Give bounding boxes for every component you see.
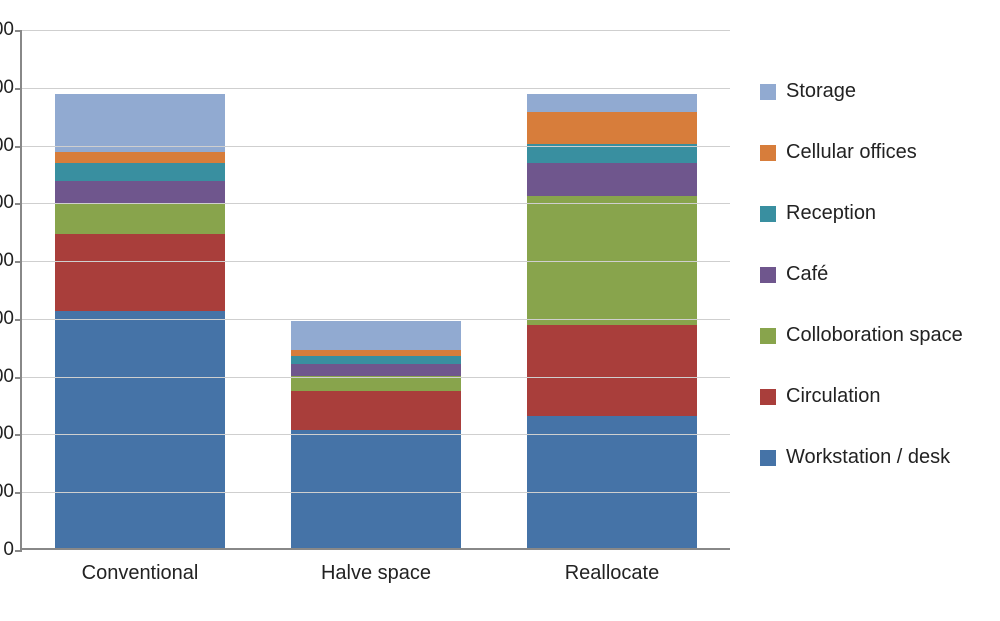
segment-caf- <box>527 163 697 197</box>
segment-cellular-offices <box>527 112 697 144</box>
y-tick-label: 2,000 <box>0 423 22 445</box>
legend-item: Workstation / desk <box>760 446 980 469</box>
segment-reception <box>55 163 225 180</box>
segment-cellular-offices <box>55 152 225 164</box>
segment-storage <box>527 94 697 112</box>
gridline <box>22 30 730 31</box>
bars-container <box>22 30 730 548</box>
x-label: Halve space <box>291 562 461 585</box>
segment-reception <box>291 356 461 365</box>
segment-colloboration-space <box>55 204 225 235</box>
plot-area: ConventionalHalve spaceReallocate 01,000… <box>20 30 730 550</box>
legend-label: Colloboration space <box>786 324 963 347</box>
legend-item: Cellular offices <box>760 141 980 164</box>
gridline <box>22 203 730 204</box>
legend-label: Workstation / desk <box>786 446 950 469</box>
bar-conventional <box>55 94 225 548</box>
y-tick-label: 0 <box>3 539 22 561</box>
legend-swatch-icon <box>760 206 776 222</box>
y-tick-label: 1,000 <box>0 481 22 503</box>
segment-reception <box>527 144 697 162</box>
legend-item: Storage <box>760 80 980 103</box>
segment-circulation <box>291 391 461 429</box>
legend-label: Circulation <box>786 385 880 408</box>
legend-swatch-icon <box>760 389 776 405</box>
legend-label: Reception <box>786 202 876 225</box>
y-tick-label: 4,000 <box>0 308 22 330</box>
legend-swatch-icon <box>760 267 776 283</box>
legend-swatch-icon <box>760 450 776 466</box>
legend-swatch-icon <box>760 328 776 344</box>
segment-caf- <box>55 181 225 204</box>
legend-item: Café <box>760 263 980 286</box>
segment-circulation <box>527 325 697 416</box>
segment-workstation-desk <box>55 311 225 548</box>
segment-workstation-desk <box>527 416 697 548</box>
segment-colloboration-space <box>291 376 461 391</box>
legend-swatch-icon <box>760 145 776 161</box>
y-tick-label: 8,000 <box>0 77 22 99</box>
stacked-bar-chart: Conventional Halve space Reallocate 0 1,000… <box>0 0 1000 621</box>
segment-workstation-desk <box>291 430 461 548</box>
legend-swatch-icon <box>760 84 776 100</box>
gridline <box>22 434 730 435</box>
y-tick-label: 6,000 <box>0 192 22 214</box>
y-tick-label: 7,000 <box>0 135 22 157</box>
x-label: Reallocate <box>527 562 697 585</box>
legend: Storage Cellular offices Reception Café Coll… <box>730 30 980 591</box>
segment-caf- <box>291 364 461 376</box>
y-tick-label: 9,000 <box>0 19 22 41</box>
gridline <box>22 492 730 493</box>
bar-reallocate <box>527 94 697 548</box>
legend-label: Cellular offices <box>786 141 917 164</box>
x-label: Conventional <box>55 562 225 585</box>
segment-circulation <box>55 234 225 311</box>
y-tick-label: 3,000 <box>0 366 22 388</box>
segment-storage <box>291 321 461 350</box>
legend-item: Colloboration space <box>760 324 980 347</box>
legend-label: Storage <box>786 80 856 103</box>
legend-item: Circulation <box>760 385 980 408</box>
gridline <box>22 88 730 89</box>
legend-label: Café <box>786 263 828 286</box>
gridline <box>22 377 730 378</box>
gridline <box>22 319 730 320</box>
segment-storage <box>55 94 225 152</box>
x-axis-labels: Conventional Halve space Reallocate <box>22 562 730 585</box>
y-tick-label: 5,000 <box>0 250 22 272</box>
gridline <box>22 146 730 147</box>
gridline <box>22 261 730 262</box>
legend-item: Reception <box>760 202 980 225</box>
chart-main: ConventionalHalve spaceReallocate 01,000… <box>20 30 730 591</box>
